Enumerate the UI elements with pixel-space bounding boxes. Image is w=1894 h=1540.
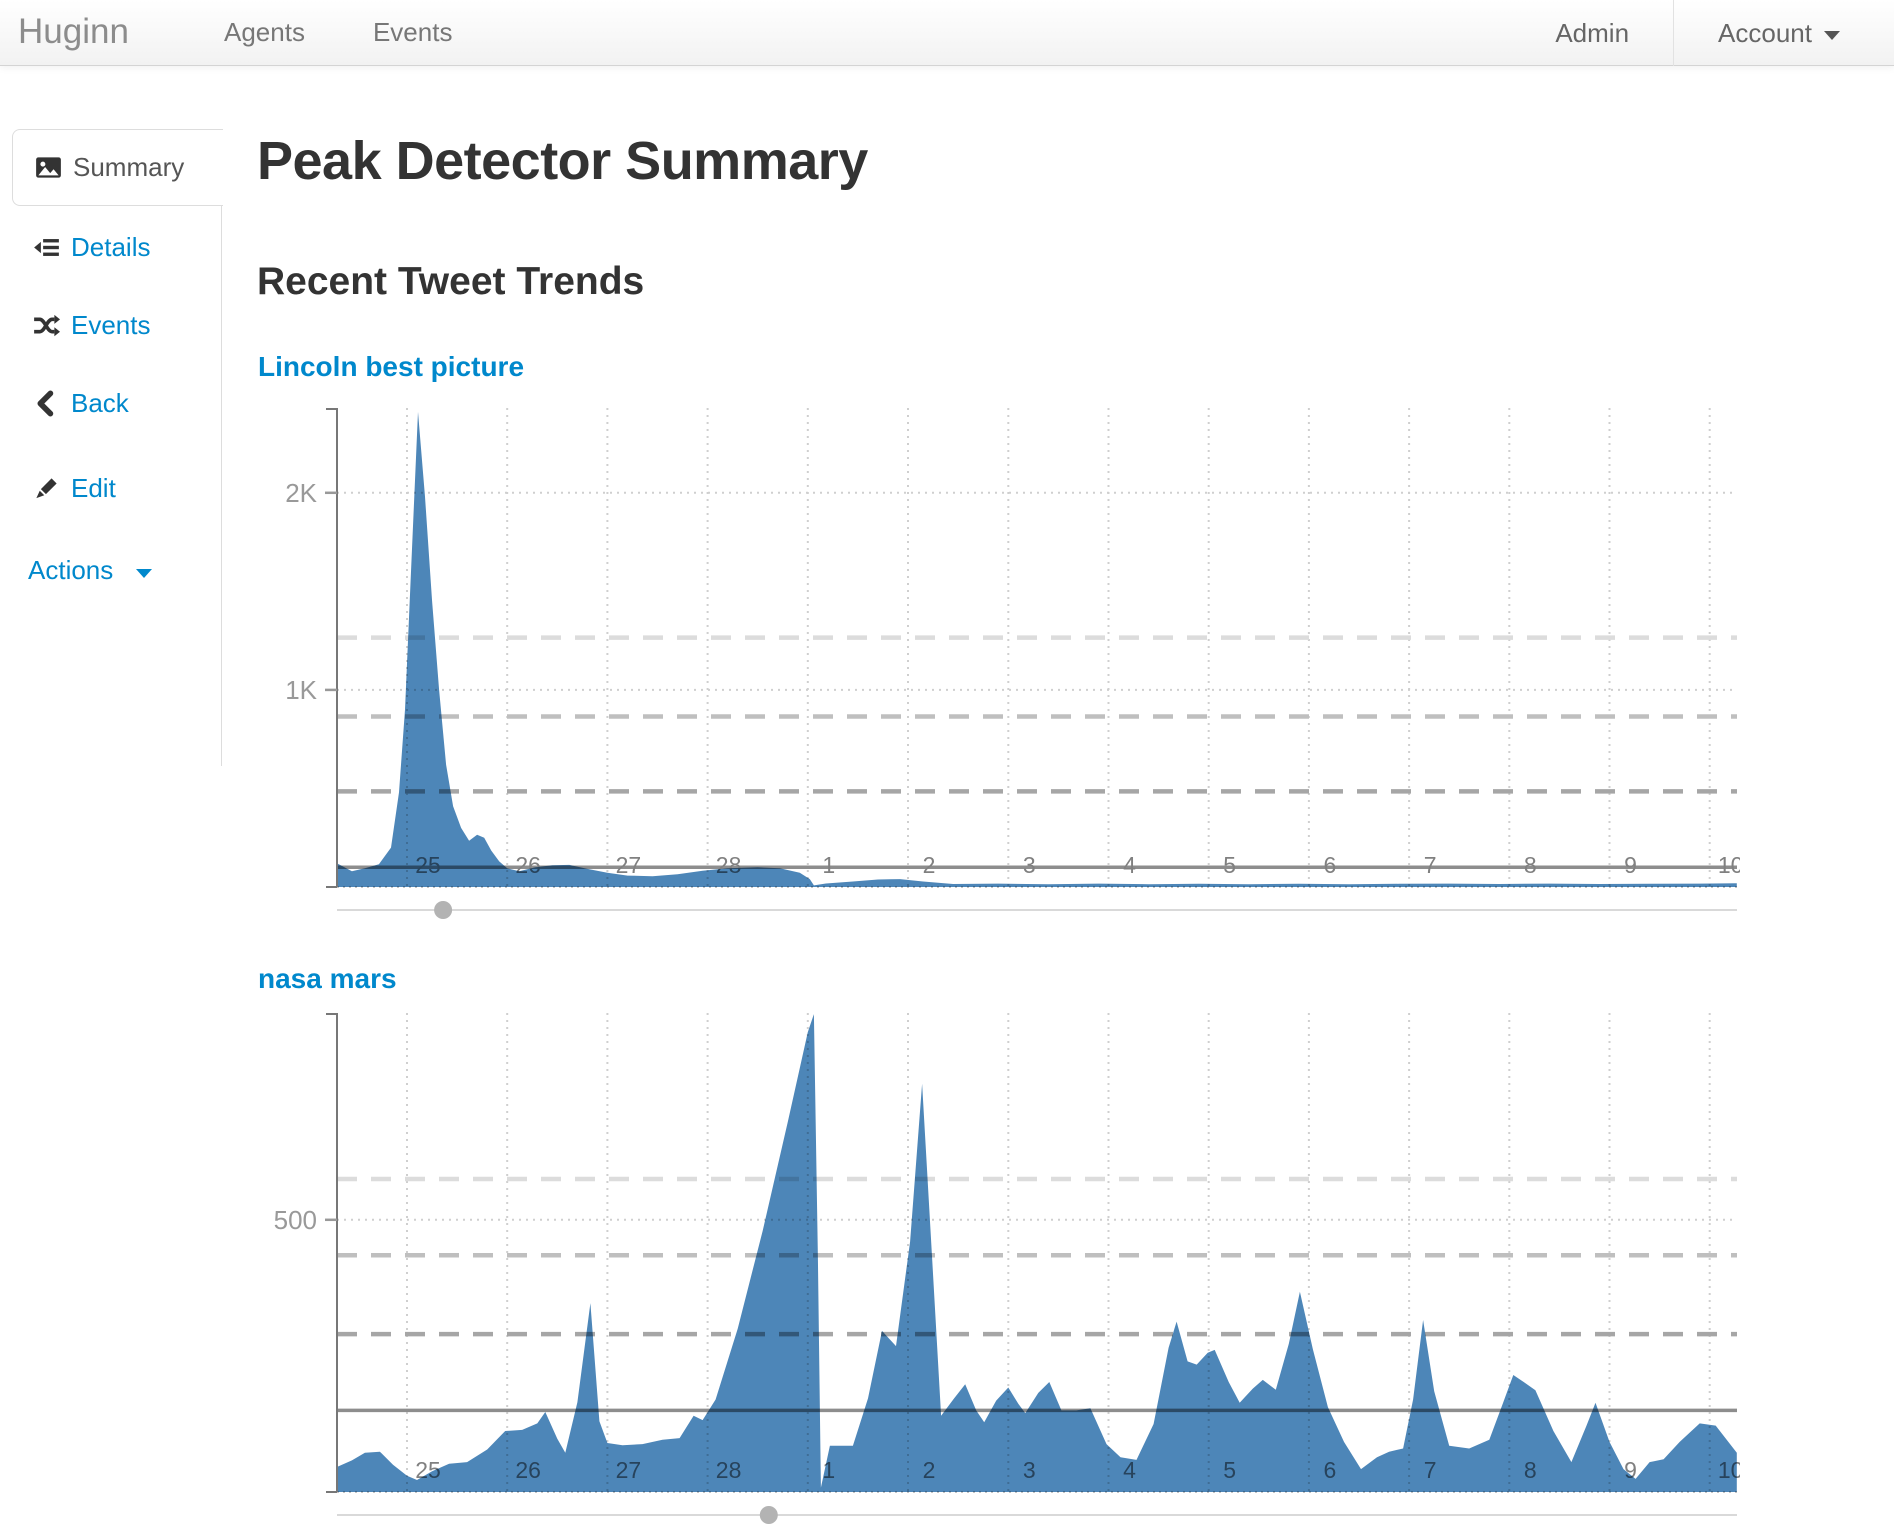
x-axis-label: 7 <box>1424 852 1437 878</box>
x-axis-label: 9 <box>1624 1457 1637 1483</box>
x-axis-label: 10 <box>1718 852 1740 878</box>
trend-chart-lincoln-best-picture: 25 26 27 28 1 2 3 4 5 6 7 8 9 10 1K 2K <box>285 408 1740 919</box>
x-axis-label: 25 <box>415 1457 441 1483</box>
sidebar-divider <box>221 129 222 766</box>
x-axis-label: 2 <box>923 1457 936 1483</box>
x-axis-label: 1 <box>822 852 835 878</box>
x-axis-label: 26 <box>515 852 541 878</box>
nav-item-agents[interactable]: Agents <box>224 17 305 47</box>
navbar-right-links: Admin Account <box>1511 0 1894 66</box>
y-axis-label: 2K <box>285 478 317 508</box>
x-axis-label: 28 <box>716 1457 742 1483</box>
x-axis-label: 5 <box>1223 852 1236 878</box>
x-axis-label: 6 <box>1324 1457 1337 1483</box>
chevron-left-icon <box>37 390 54 416</box>
x-axis-label: 8 <box>1524 852 1537 878</box>
x-axis-label: 25 <box>415 852 441 878</box>
sidebar-item-label: Back <box>71 387 129 418</box>
x-axis-label: 10 <box>1718 1457 1740 1483</box>
nav-item-account-menu[interactable]: Account <box>1673 0 1894 66</box>
x-axis-label: 8 <box>1524 1457 1537 1483</box>
sidebar-item-back[interactable]: Back <box>33 384 129 422</box>
x-axis-label: 27 <box>616 852 642 878</box>
sidebar-item-details[interactable]: Details <box>33 228 150 266</box>
pencil-icon <box>36 477 57 498</box>
caret-down-icon <box>136 568 153 578</box>
top-navbar: Huginn Agents Events Admin Account <box>0 0 1894 66</box>
x-axis-label: 2 <box>923 852 936 878</box>
brand-huginn[interactable]: Huginn <box>18 12 129 51</box>
x-axis-label: 3 <box>1023 852 1036 878</box>
chart-link-lincoln-best-picture[interactable]: Lincoln best picture <box>258 351 525 382</box>
nav-item-events[interactable]: Events <box>372 17 453 47</box>
x-axis-label: 6 <box>1324 852 1337 878</box>
trend-chart-nasa-mars: 25 26 27 28 1 2 3 4 5 6 7 8 9 10 500 <box>274 1013 1740 1524</box>
x-axis-label: 1 <box>822 1457 835 1483</box>
range-slider-knob[interactable] <box>759 1506 778 1524</box>
nav-item-admin[interactable]: Admin <box>1555 18 1630 48</box>
picture-icon <box>36 157 61 178</box>
area-series <box>336 1014 1737 1492</box>
sidebar-item-label: Summary <box>73 152 185 182</box>
sidebar-item-events[interactable]: Events <box>33 306 151 344</box>
x-axis-label: 26 <box>515 1457 541 1483</box>
x-axis-label: 4 <box>1123 852 1136 878</box>
sidebar-item-summary[interactable]: Summary <box>12 129 223 206</box>
x-axis-label: 5 <box>1223 1457 1236 1483</box>
x-axis-label: 3 <box>1023 1457 1036 1483</box>
x-axis-label: 28 <box>716 852 742 878</box>
sidebar-item-edit[interactable]: Edit <box>33 469 116 507</box>
sidebar-item-label: Events <box>71 309 151 340</box>
sidebar-item-label: Edit <box>71 472 116 503</box>
actions-label: Actions <box>28 554 114 585</box>
x-axis-label: 7 <box>1424 1457 1437 1483</box>
area-series <box>336 411 1737 887</box>
caret-down-icon <box>1824 30 1840 40</box>
page-title: Peak Detector Summary <box>257 131 868 191</box>
y-axis-label: 1K <box>285 675 317 705</box>
chart-link-nasa-mars[interactable]: nasa mars <box>258 963 397 994</box>
sidebar-item-label: Details <box>71 231 151 262</box>
x-axis-label: 27 <box>616 1457 642 1483</box>
x-axis-label: 9 <box>1624 852 1637 878</box>
shuffle-icon <box>34 314 60 336</box>
outdent-icon <box>34 238 59 256</box>
navbar-links: Agents Events <box>190 0 486 66</box>
account-label: Account <box>1718 18 1812 48</box>
range-slider-knob[interactable] <box>434 901 453 919</box>
sidebar-actions-menu[interactable]: Actions <box>28 551 153 589</box>
y-axis-label: 500 <box>274 1205 317 1235</box>
section-title: Recent Tweet Trends <box>257 260 645 303</box>
x-axis-label: 4 <box>1123 1457 1136 1483</box>
